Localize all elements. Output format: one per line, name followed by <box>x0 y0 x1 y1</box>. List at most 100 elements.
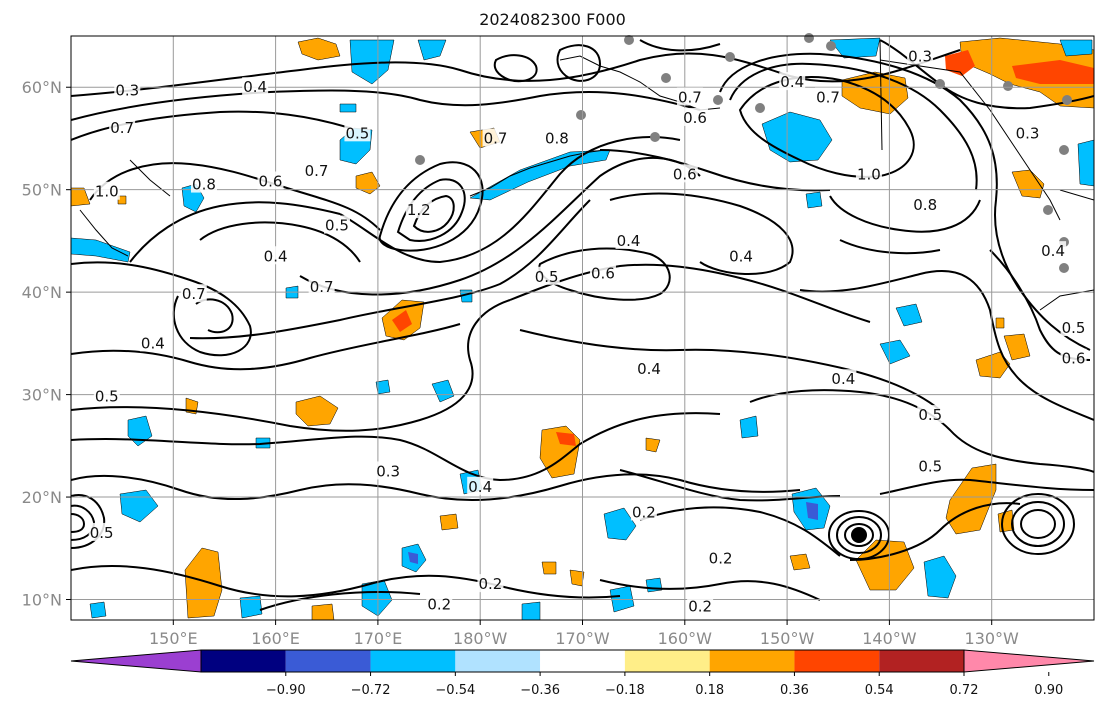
station-dot <box>804 33 814 43</box>
contour-label: 0.2 <box>688 598 712 616</box>
contour-label: 0.3 <box>115 81 139 99</box>
contour-line-layer <box>71 39 1094 611</box>
contour-line <box>599 579 821 601</box>
contour-label: 0.4 <box>780 73 804 91</box>
station-dot <box>661 73 671 83</box>
contour-line <box>71 473 801 501</box>
shade-patch <box>945 463 997 535</box>
shade-patch <box>739 415 759 439</box>
contour-label-bg <box>190 174 217 193</box>
contour-label: 0.8 <box>192 176 216 194</box>
colorbar-frame <box>200 649 965 673</box>
coastline <box>559 55 721 111</box>
lat-tick-label: 50°N <box>22 181 62 200</box>
contour-label: 0.4 <box>141 334 165 352</box>
contour-line <box>1020 509 1056 539</box>
colorbar-tick-label: 0.72 <box>950 683 979 698</box>
contour-line <box>1001 493 1075 555</box>
colorbar-tick-label: −0.54 <box>435 683 475 698</box>
shade-patch <box>117 195 127 205</box>
station-dot <box>1059 263 1069 273</box>
shade-patch <box>349 39 395 85</box>
storm-center-marker <box>851 527 867 543</box>
colorbar-segment <box>455 650 541 672</box>
lon-tick-label: 170°W <box>555 629 610 648</box>
shade-patch <box>521 601 541 620</box>
shade-patch <box>431 379 455 403</box>
lon-tick-label: 180°W <box>453 629 508 648</box>
contour-label-bg <box>907 46 934 65</box>
station-dot <box>1059 145 1069 155</box>
contour-label-bg <box>543 128 570 147</box>
contour-label: 0.4 <box>1041 242 1065 260</box>
contour-line <box>729 62 978 191</box>
colorbar-tick-label: −0.36 <box>520 683 560 698</box>
contour-label: 0.7 <box>484 129 508 147</box>
colorbar-segment <box>370 650 456 672</box>
contour-label-bg <box>615 230 642 249</box>
shade-patch <box>375 379 391 395</box>
shade-patch <box>603 507 637 541</box>
shade-patch <box>806 502 818 520</box>
contour-label-bg <box>477 574 504 593</box>
contour-line <box>844 523 874 547</box>
colorbar-tick-label: −0.72 <box>351 683 391 698</box>
contour-line <box>493 54 538 83</box>
contour-line <box>259 590 421 611</box>
contour-label-bg <box>1040 241 1067 260</box>
contour-label: 0.4 <box>468 478 492 496</box>
shade-patch <box>645 577 663 593</box>
map-axes: 10°N 20°N 30°N 40°N 50°N 60°N 150°E 160°E 170°E 1… <box>22 78 1019 648</box>
contour-line <box>71 110 351 141</box>
shade-patch <box>408 552 418 564</box>
shade-patch <box>829 37 881 59</box>
station-dot <box>826 41 836 51</box>
contour-label-bg <box>1060 348 1087 367</box>
lon-tick-label: 170°E <box>354 629 403 648</box>
contour-label: 0.5 <box>90 524 114 542</box>
contour-label-bg <box>671 164 698 183</box>
contour-label-bg <box>405 200 432 219</box>
lat-tick-label: 60°N <box>22 78 62 97</box>
contour-line <box>879 478 1094 495</box>
contour-line <box>509 263 871 323</box>
shade-patch <box>923 555 957 599</box>
coastline <box>879 39 883 151</box>
contour-label-bg <box>93 181 120 200</box>
shade-patch <box>541 561 557 575</box>
shade-patch <box>469 149 611 201</box>
contour-line <box>829 195 981 233</box>
contour-line <box>71 513 86 533</box>
contour-label-bg <box>467 476 494 495</box>
contour-label-bg <box>589 263 616 282</box>
contour-label: 1.0 <box>95 183 119 201</box>
contour-line <box>749 389 1094 473</box>
lat-tick-label: 40°N <box>22 283 62 302</box>
contour-label-bg <box>912 195 939 214</box>
lat-tick-label: 10°N <box>22 591 62 610</box>
contour-label: 0.5 <box>535 268 559 286</box>
map-gridlines <box>71 36 1094 620</box>
contour-label-bg <box>308 277 335 296</box>
contour-label: 0.5 <box>918 406 942 424</box>
contour-label-bg <box>687 596 714 615</box>
station-dot <box>415 155 425 165</box>
contour-line <box>836 516 882 554</box>
contour-label-bg <box>482 128 509 147</box>
contour-label-bg <box>707 548 734 567</box>
shade-patch <box>184 547 223 619</box>
contour-label: 0.4 <box>729 247 753 265</box>
contour-label-bg <box>635 358 662 377</box>
shade-patch <box>569 569 585 587</box>
shade-patch <box>1011 169 1045 199</box>
shade-patch <box>239 595 263 619</box>
colorbar-segment <box>794 650 880 672</box>
contour-line <box>71 89 701 121</box>
colorbar-segment <box>709 650 795 672</box>
contour-label-bg <box>139 333 166 352</box>
contour-label-bg <box>1014 123 1041 142</box>
shade-patch <box>1077 139 1094 187</box>
contour-line <box>339 136 681 264</box>
shade-patch <box>609 585 635 613</box>
